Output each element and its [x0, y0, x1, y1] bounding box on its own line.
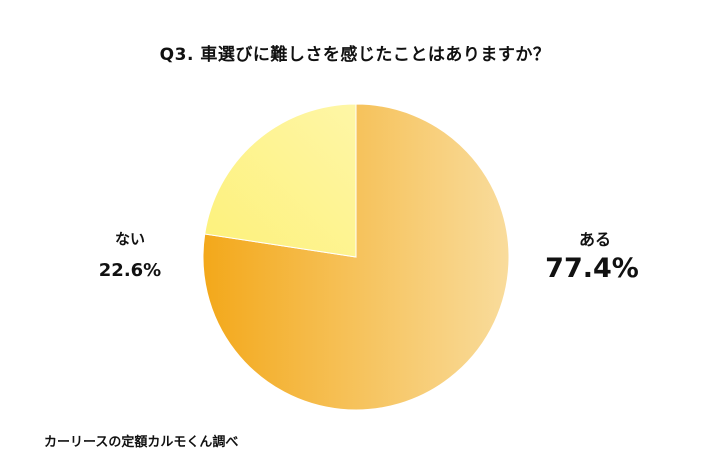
pie-slice-1: [204, 103, 357, 258]
slice-label-nai: ない: [114, 230, 145, 248]
chart-title: Q3. 車選びに難しさを感じたことはありますか？: [159, 45, 551, 65]
slice-label-aru: ある: [578, 230, 611, 249]
slice-value-nai: 22.6%: [98, 260, 162, 281]
source-credit: カーリースの定額カルモくん調べ: [44, 435, 239, 450]
pie-slice-0: [202, 103, 510, 411]
slice-value-aru: 77.4%: [545, 253, 639, 284]
